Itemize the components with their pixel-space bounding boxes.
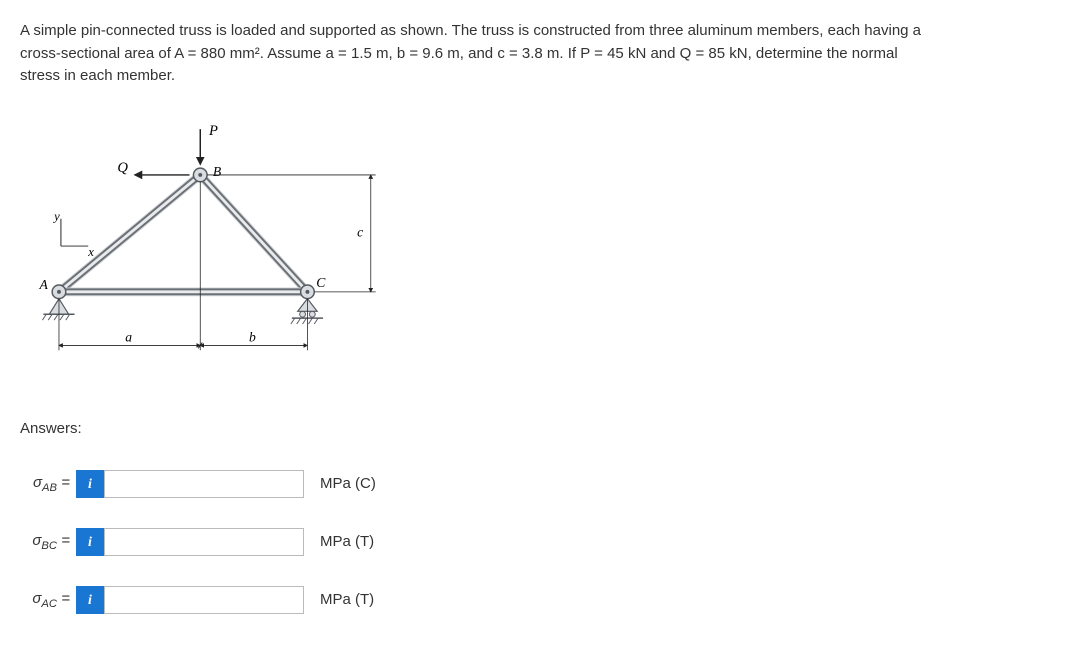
label-a: A	[38, 276, 48, 291]
sigma-bc-label: σBC =	[20, 530, 76, 555]
info-icon[interactable]: i	[76, 586, 104, 614]
sigma-ab-input[interactable]	[104, 470, 304, 498]
problem-line-1: A simple pin-connected truss is loaded a…	[20, 22, 921, 39]
info-icon[interactable]: i	[76, 470, 104, 498]
sigma-ac-input[interactable]	[104, 586, 304, 614]
truss-diagram: y x	[20, 118, 400, 378]
joint-b	[193, 168, 207, 182]
svg-text:b: b	[249, 329, 256, 344]
label-b: B	[213, 163, 222, 178]
axis-y-label: y	[52, 209, 60, 223]
answers-section: Answers: σAB = i MPa (C) σBC = i MPa (T)…	[20, 418, 1057, 615]
unit-ab: MPa (C)	[320, 473, 376, 496]
answer-row-bc: σBC = i MPa (T)	[20, 528, 1057, 556]
problem-line-3: stress in each member.	[20, 67, 175, 84]
sigma-ac-label: σAC =	[20, 588, 76, 613]
answer-row-ab: σAB = i MPa (C)	[20, 470, 1057, 498]
dimension-a: a	[59, 181, 202, 350]
sigma-ab-label: σAB =	[20, 472, 76, 497]
roller-support-c	[291, 298, 323, 323]
joint-a	[52, 285, 66, 299]
svg-text:Q: Q	[117, 160, 128, 176]
info-icon[interactable]: i	[76, 528, 104, 556]
answers-heading: Answers:	[20, 418, 1057, 441]
joint-c	[301, 285, 315, 299]
svg-text:P: P	[208, 122, 218, 138]
problem-line-2: cross-sectional area of A = 880 mm². Ass…	[20, 45, 898, 62]
truss-members	[59, 174, 307, 291]
svg-text:a: a	[125, 329, 132, 344]
problem-statement: A simple pin-connected truss is loaded a…	[20, 20, 1057, 88]
load-q: Q	[117, 160, 189, 176]
axis-x-label: x	[87, 244, 94, 258]
unit-bc: MPa (T)	[320, 531, 374, 554]
load-p: P	[200, 122, 218, 163]
label-c-node: C	[316, 274, 326, 289]
pin-support-a	[42, 298, 74, 319]
sigma-bc-input[interactable]	[104, 528, 304, 556]
dimension-b: b	[200, 298, 307, 350]
svg-text:c: c	[357, 224, 363, 239]
unit-ac: MPa (T)	[320, 589, 374, 612]
answer-row-ac: σAC = i MPa (T)	[20, 586, 1057, 614]
